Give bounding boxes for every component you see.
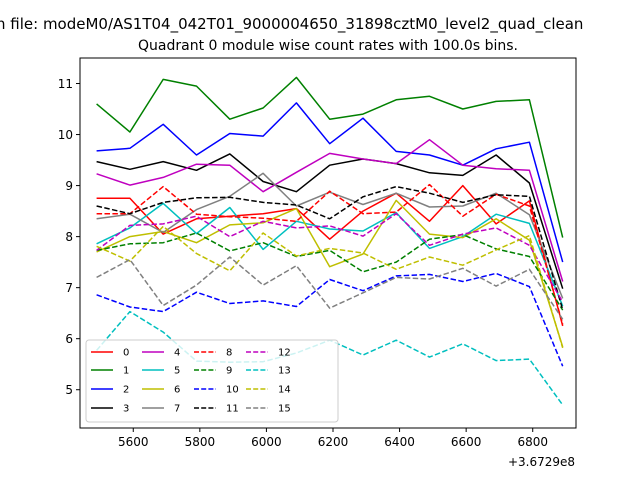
x-axis: 5600 5800 6000 6200 6400 6600 6800 [118, 428, 548, 449]
x-tick-label: 6400 [384, 435, 415, 449]
series-line-3 [96, 153, 564, 289]
series-line-4 [96, 138, 564, 282]
legend-label-4: 4 [174, 348, 180, 359]
series-line-5 [96, 202, 564, 307]
legend-label-13: 13 [278, 366, 291, 377]
x-tick-label: 6000 [251, 435, 282, 449]
x-offset-label: +3.6729e8 [508, 455, 575, 469]
legend-label-15: 15 [278, 404, 291, 415]
legend-label-2: 2 [123, 385, 129, 396]
y-tick-label: 11 [58, 77, 73, 91]
y-tick-label: 7 [65, 281, 73, 295]
legend-label-11: 11 [226, 404, 239, 415]
legend-label-1: 1 [123, 366, 129, 377]
y-axis: 5 6 7 8 9 10 11 [58, 77, 80, 397]
legend-label-12: 12 [278, 348, 291, 359]
series-line-15 [96, 256, 564, 320]
legend-label-9: 9 [226, 366, 232, 377]
y-tick-label: 5 [65, 383, 73, 397]
legend-label-3: 3 [123, 404, 129, 415]
y-tick-label: 9 [65, 179, 73, 193]
legend-label-8: 8 [226, 348, 232, 359]
plot-frame [79, 57, 577, 429]
series-line-1 [96, 76, 564, 238]
legend-label-5: 5 [174, 366, 180, 377]
series-line-11 [96, 185, 564, 310]
y-tick-label: 6 [65, 332, 73, 346]
series-line-10 [96, 272, 564, 367]
legend-label-0: 0 [123, 348, 129, 359]
x-tick-label: 6200 [318, 435, 349, 449]
legend-label-7: 7 [174, 404, 180, 415]
series-line-8 [96, 183, 564, 325]
suptitle: n file: modeM0/AS1T04_042T01_9000004650_… [0, 15, 583, 34]
series-line-0 [96, 184, 564, 327]
series-line-12 [96, 212, 564, 303]
legend-label-14: 14 [278, 385, 291, 396]
series-layer [96, 76, 564, 406]
x-tick-label: 5800 [185, 435, 216, 449]
x-tick-label: 5600 [118, 435, 149, 449]
y-tick-label: 10 [58, 128, 73, 142]
legend-box [85, 339, 339, 423]
x-tick-label: 6800 [517, 435, 548, 449]
y-tick-label: 8 [65, 230, 73, 244]
series-line-14 [96, 225, 564, 349]
legend-label-6: 6 [174, 385, 180, 396]
series-line-2 [96, 102, 564, 263]
legend-label-10: 10 [226, 385, 239, 396]
x-tick-label: 6600 [451, 435, 482, 449]
chart-title: Quadrant 0 module wise count rates with … [138, 38, 518, 54]
